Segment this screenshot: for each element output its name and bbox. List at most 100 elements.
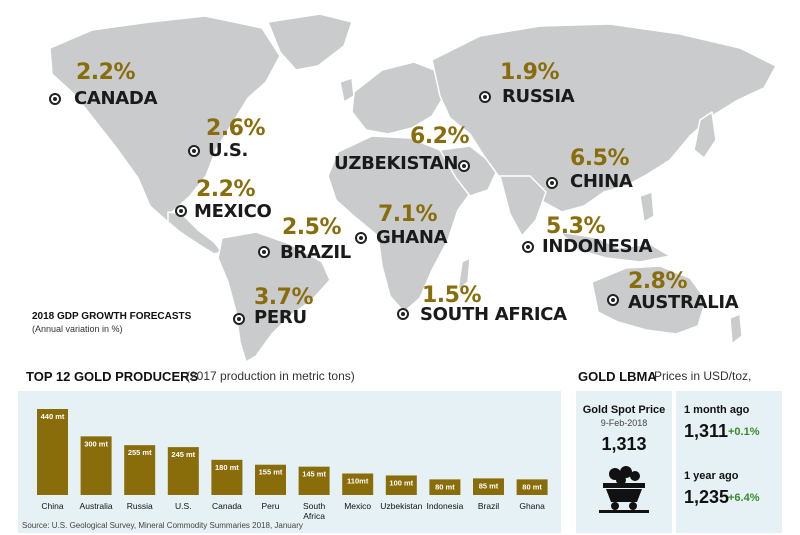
indonesia-shape — [559, 231, 671, 263]
category-label: Ghana — [519, 501, 545, 511]
bar-value-label: 180 mt — [215, 463, 239, 472]
month-ago-value: 1,311 — [684, 421, 729, 441]
bar-value-label: 110mt — [347, 477, 369, 486]
gdp-value: 2.2% — [196, 177, 256, 202]
location-marker-icon — [188, 145, 200, 157]
location-marker-icon — [233, 313, 245, 325]
bar — [298, 466, 330, 495]
australia-shape — [591, 265, 707, 335]
bar — [255, 464, 286, 495]
bar-value-label: 80 mt — [435, 482, 455, 491]
gdp-value: 1.9% — [500, 60, 560, 85]
bar-value-label: 80 mt — [522, 482, 542, 491]
bar-value-label: 255 mt — [128, 448, 152, 457]
bar — [385, 475, 417, 495]
africa-shape — [327, 135, 475, 313]
philippines-shape — [639, 191, 655, 223]
country-name: CANADA — [74, 88, 158, 109]
japan-shape — [693, 111, 717, 159]
bar-value-label: 85 mt — [479, 481, 499, 490]
producers-chart-subtitle: (2017 production in metric tons) — [186, 369, 355, 383]
bar — [167, 447, 199, 495]
gdp-value: 5.3% — [546, 214, 606, 239]
gdp-value: 6.5% — [570, 146, 630, 171]
bar-value-label: 300 mt — [84, 439, 108, 448]
category-label: Uzbekistan — [380, 501, 422, 511]
category-label: China — [41, 501, 63, 511]
category-label: Africa — [303, 511, 325, 521]
world-map — [49, 13, 777, 363]
gdp-chart-title: 2018 GDP GROWTH FORECASTS — [32, 311, 192, 322]
location-marker-icon — [458, 160, 470, 172]
spot-price-panel — [576, 391, 672, 533]
north-america-shape — [49, 15, 281, 223]
location-marker-icon — [522, 241, 534, 253]
greenland-shape — [267, 13, 353, 71]
spot-price-date: 9-Feb-2018 — [600, 418, 648, 428]
uk-shape — [339, 77, 355, 103]
category-label: Peru — [262, 501, 280, 511]
gold-lbma-title: GOLD LBMA — [578, 369, 657, 384]
gold-lbma-subtitle: Prices in USD/toz, — [654, 369, 752, 383]
gdp-value: 2.2% — [76, 60, 136, 85]
producers-bar-chart: 440 mt China 300 mt Australia 255 mt Russia 24… — [37, 409, 548, 521]
country-name: AUSTRALIA — [628, 292, 739, 313]
month-ago-change: +0.1% — [728, 426, 760, 438]
bar — [80, 436, 112, 495]
gdp-value: 3.7% — [254, 285, 314, 310]
bar-value-label: 245 mt — [171, 450, 195, 459]
location-marker-icon — [546, 177, 558, 189]
category-label: Brazil — [478, 501, 499, 511]
new-zealand-shape — [729, 313, 743, 345]
category-label: South — [303, 501, 325, 511]
spot-price-value: 1,313 — [601, 434, 647, 454]
location-marker-icon — [355, 232, 367, 244]
india-shape — [499, 175, 547, 237]
country-name: PERU — [254, 307, 307, 328]
bar — [429, 479, 461, 495]
gdp-value: 7.1% — [378, 202, 438, 227]
gdp-chart-subtitle: (Annual variation in %) — [32, 324, 123, 334]
madagascar-shape — [457, 257, 471, 291]
country-name: U.S. — [208, 140, 249, 161]
gdp-value: 2.6% — [206, 116, 266, 141]
bar — [211, 459, 243, 495]
year-ago-value: 1,235 — [684, 487, 730, 507]
bar — [37, 409, 68, 495]
country-name: MEXICO — [194, 201, 272, 222]
year-ago-change: +6.4% — [728, 492, 760, 504]
gdp-value: 2.5% — [282, 215, 342, 240]
bar-value-label: 145 mt — [302, 470, 326, 479]
location-marker-icon — [49, 93, 61, 105]
country-name: CHINA — [570, 171, 633, 192]
bar — [516, 479, 548, 495]
location-marker-icon — [397, 308, 409, 320]
category-label: Canada — [212, 501, 242, 511]
producers-source-note: Source: U.S. Geological Survey, Mineral … — [22, 521, 303, 530]
bar — [342, 473, 374, 495]
asia-shape — [431, 23, 777, 213]
country-name: RUSSIA — [502, 86, 575, 107]
gdp-value: 6.2% — [410, 124, 470, 149]
country-name: GHANA — [376, 227, 448, 248]
gdp-value: 1.5% — [422, 283, 482, 308]
bar-value-label: 440 mt — [41, 412, 65, 421]
mine-cart-icon — [599, 466, 649, 513]
spot-price-label: Gold Spot Price — [582, 404, 666, 416]
category-label: Indonesia — [426, 501, 463, 511]
category-label: U.S. — [175, 501, 192, 511]
bar-value-label: 155 mt — [259, 468, 283, 477]
arabia-shape — [439, 145, 499, 197]
month-ago-label: 1 month ago — [684, 404, 750, 416]
south-america-shape — [217, 231, 331, 363]
category-label: Mexico — [344, 501, 371, 511]
category-label: Australia — [80, 501, 113, 511]
location-marker-icon — [175, 205, 187, 217]
europe-shape — [351, 61, 445, 135]
location-marker-icon — [479, 91, 491, 103]
producers-chart-title: TOP 12 GOLD PRODUCERS — [26, 369, 199, 384]
country-name: BRAZIL — [280, 242, 351, 263]
bar — [124, 445, 156, 495]
country-name: UZBEKISTAN — [334, 153, 459, 174]
category-label: Russia — [127, 501, 153, 511]
